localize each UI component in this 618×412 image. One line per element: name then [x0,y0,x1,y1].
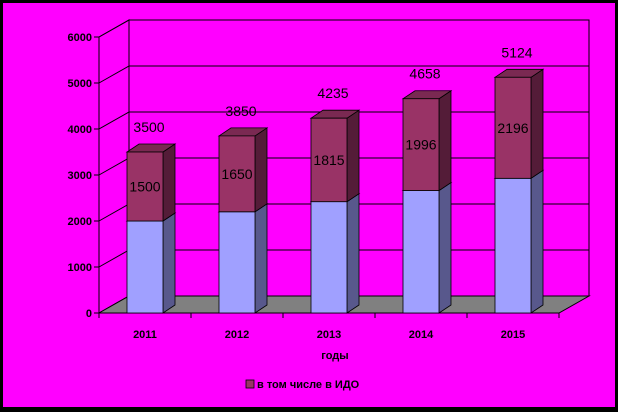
bar-base-segment-side [346,192,360,314]
data-label-ido: 1996 [405,137,436,153]
x-tick-label: 2014 [409,329,434,341]
y-tick-label: 1000 [68,262,92,274]
y-tick-label: 0 [86,308,92,320]
bar-ido-segment-side [254,127,268,213]
bar-base-segment [402,190,440,314]
y-tick-label: 3000 [68,170,92,182]
bar-ido-segment [310,117,348,203]
x-tick-label: 2015 [501,329,525,341]
bar-ido-segment [126,151,164,222]
y-tick-label: 6000 [68,32,92,44]
legend-swatch-ido [245,379,255,389]
bar-ido-segment-side [530,68,544,180]
legend-label-ido: в том числе в ИДО [257,379,360,391]
bar-base-segment-side [438,181,452,314]
data-label-total: 4658 [409,66,440,82]
bar-ido-segment-side [162,143,176,222]
bar-base-segment-side [254,203,268,314]
bar-base-segment [218,211,256,314]
x-tick-label: 2012 [225,329,249,341]
data-label-total: 4235 [317,85,348,101]
y-tick-label: 5000 [68,78,92,90]
bar-base-segment [310,201,348,314]
y-tick-label: 2000 [68,216,92,228]
data-label-ido: 2196 [497,120,528,136]
x-tick-label: 2011 [133,329,157,341]
x-tick-label: 2013 [317,329,341,341]
data-label-total: 5124 [501,44,532,60]
bar-ido-segment-side [346,109,360,203]
data-label-total: 3850 [225,103,256,119]
data-label-ido: 1500 [129,179,160,195]
bar-chart: 0 1000 2000 3000 4000 5000 6000 1500 3500 2011 165… [68,19,591,391]
chart-area: 0 1000 2000 3000 4000 5000 6000 1500 3500 2011 165… [3,3,615,407]
bar-ido-segment-side [438,89,452,192]
gridline [98,65,589,84]
data-label-total: 3500 [133,119,164,135]
bar-ido-segment [494,76,532,179]
y-tick-label: 4000 [68,124,92,136]
bar-base-segment [126,220,164,314]
x-axis-title: годы [321,350,348,362]
bar-ido-segment [218,135,256,213]
bar-base-segment [494,177,532,314]
bar-ido-segment [402,98,440,191]
bar-base-segment-side [162,212,176,314]
bar-base-segment-side [530,169,544,314]
data-label-ido: 1815 [313,152,344,168]
gridline [98,19,589,38]
data-label-ido: 1650 [221,166,252,182]
